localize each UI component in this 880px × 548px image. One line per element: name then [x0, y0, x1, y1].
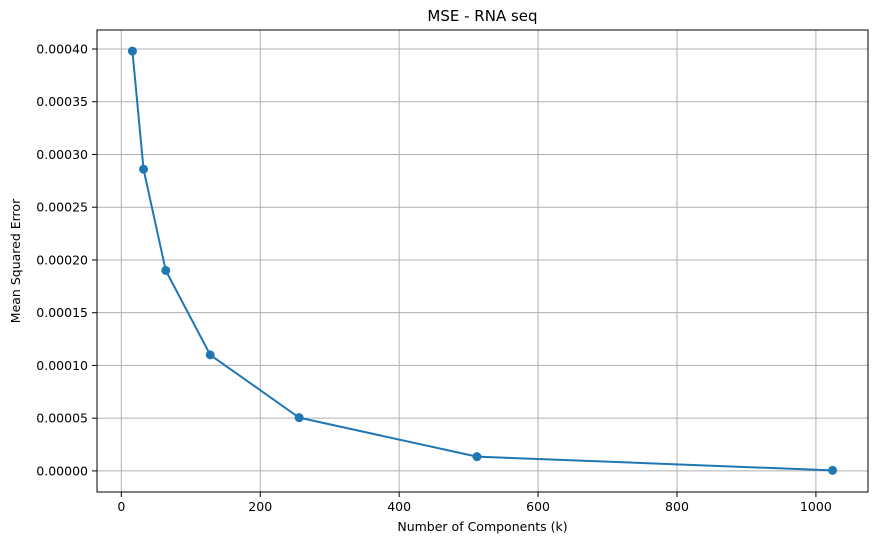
data-point	[161, 265, 171, 275]
series-layer	[127, 46, 838, 475]
y-tick-label: 0.00040	[36, 41, 88, 56]
data-point	[205, 350, 215, 360]
series-line	[131, 51, 833, 472]
data-point	[294, 413, 304, 423]
y-tick-label: 0.00000	[36, 463, 88, 478]
chart-title: MSE - RNA seq	[427, 7, 537, 25]
x-tick-label: 0	[117, 499, 125, 514]
y-tick-label: 0.00030	[36, 147, 88, 162]
y-tick-label: 0.00035	[36, 94, 88, 109]
data-point	[127, 46, 137, 56]
x-tick-label: 400	[387, 499, 411, 514]
y-tick-label: 0.00005	[36, 411, 88, 426]
y-tick-label: 0.00015	[36, 305, 88, 320]
data-point	[139, 164, 149, 174]
data-point	[828, 465, 838, 475]
plot-frame	[96, 29, 869, 493]
y-tick-label: 0.00020	[36, 252, 88, 267]
x-axis-ticks: 0 200 400 600 800 1000	[117, 492, 832, 514]
grid-lines	[97, 30, 868, 492]
x-tick-label: 600	[526, 499, 550, 514]
data-point	[472, 452, 482, 462]
y-tick-label: 0.00010	[36, 358, 88, 373]
y-axis-ticks: 0.00000 0.00005 0.00010 0.00015 0.00020 0.000…	[36, 41, 97, 478]
y-tick-label: 0.00025	[36, 200, 88, 215]
x-tick-label: 800	[665, 499, 689, 514]
x-tick-label: 1000	[800, 499, 832, 514]
x-axis-label: Number of Components (k)	[397, 519, 567, 534]
x-tick-label: 200	[248, 499, 272, 514]
y-axis-label: Mean Squared Error	[8, 198, 23, 323]
